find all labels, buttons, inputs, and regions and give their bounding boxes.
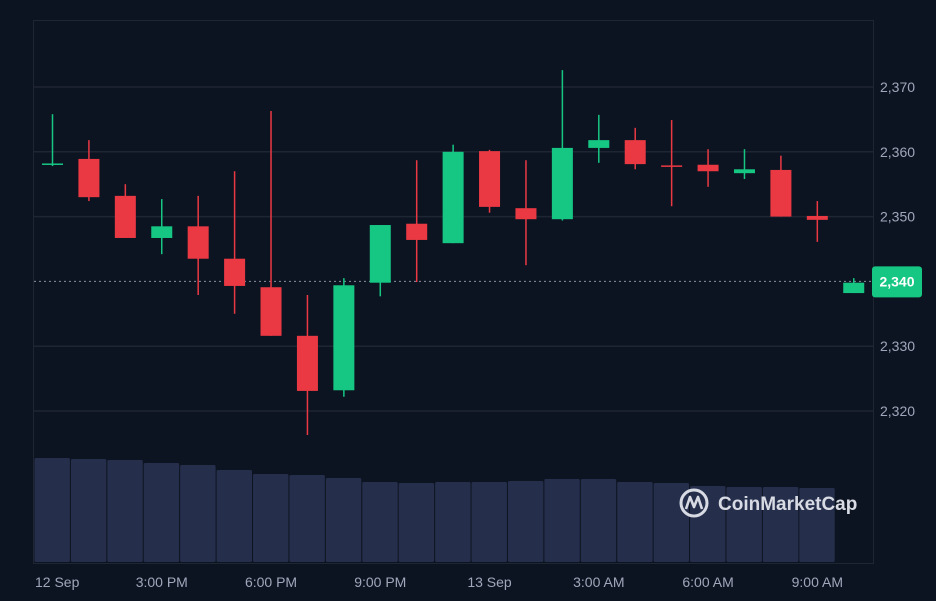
candle-down	[806, 201, 828, 242]
candle-down	[296, 295, 318, 435]
volume-bar	[325, 478, 362, 562]
x-tick-label: 3:00 PM	[136, 574, 188, 590]
current-price-badge: 2,340	[872, 266, 922, 298]
candle-down	[624, 127, 646, 170]
candle-down	[406, 160, 428, 283]
candle-body	[551, 147, 573, 220]
candle-body	[770, 169, 792, 217]
watermark-text: CoinMarketCap	[718, 494, 857, 515]
coinmarketcap-logo-icon	[679, 488, 709, 518]
candle-body	[260, 287, 282, 336]
candle-body	[442, 151, 464, 244]
candle-down	[78, 140, 100, 202]
candle-down	[697, 149, 719, 187]
y-tick-label: 2,360	[880, 144, 915, 160]
candle-down	[224, 171, 246, 314]
candle-up	[42, 114, 63, 167]
candle-down	[770, 155, 792, 217]
candle-body	[515, 208, 537, 220]
candle-body	[479, 151, 501, 207]
x-tick-label: 12 Sep	[35, 574, 80, 590]
candle-body	[624, 140, 646, 165]
candle-down	[515, 160, 537, 266]
volume-bar	[34, 458, 70, 562]
volume-bar	[70, 459, 107, 562]
candle-body	[697, 164, 719, 172]
candles	[42, 70, 865, 435]
y-tick-label: 2,330	[880, 338, 915, 354]
x-tick-label: 13 Sep	[467, 574, 512, 590]
candle-down	[479, 149, 501, 213]
candle-body	[806, 215, 828, 220]
x-tick-label: 9:00 AM	[792, 574, 843, 590]
volume-bar	[507, 481, 544, 562]
x-tick-label: 9:00 PM	[354, 574, 406, 590]
candle-up	[551, 70, 573, 221]
candle-up	[369, 225, 391, 297]
volume-bar	[726, 487, 762, 562]
volume-bar	[617, 482, 653, 562]
volume-bar	[435, 482, 471, 562]
candle-up	[843, 278, 865, 294]
candle-body	[151, 226, 173, 238]
candle-up	[151, 199, 173, 255]
volume-bar	[107, 460, 143, 562]
volume-bar	[398, 483, 435, 562]
x-tick-label: 3:00 AM	[573, 574, 624, 590]
candle-body	[333, 285, 355, 391]
candle-down	[187, 195, 209, 296]
volume-bar	[253, 474, 289, 562]
y-axis: 2,320 2,330 2,350 2,360 2,370	[880, 79, 915, 419]
candle-body	[588, 140, 610, 148]
candle-up	[733, 149, 755, 180]
candle-down	[661, 120, 683, 207]
coinmarketcap-watermark: CoinMarketCap	[679, 488, 857, 518]
candle-up	[333, 278, 355, 397]
candle-up	[588, 114, 610, 163]
volume-bar	[180, 465, 216, 562]
candle-body	[406, 223, 428, 240]
volume-bar	[690, 486, 726, 562]
candle-body	[78, 158, 100, 198]
candle-down	[114, 184, 136, 238]
volume-bar	[799, 488, 835, 562]
x-tick-label: 6:00 AM	[682, 574, 733, 590]
volume-bars	[34, 458, 835, 562]
volume-bar	[143, 463, 180, 562]
candle-body	[42, 163, 63, 165]
volume-bar	[289, 475, 325, 562]
candle-body	[843, 282, 865, 294]
y-tick-label: 2,350	[880, 209, 915, 225]
y-tick-label: 2,370	[880, 79, 915, 95]
candle-body	[296, 335, 318, 391]
volume-bar	[580, 479, 617, 562]
current-price-label: 2,340	[879, 273, 914, 289]
candle-body	[224, 258, 246, 286]
x-axis: 12 Sep 3:00 PM 6:00 PM 9:00 PM 13 Sep 3:00 AM…	[35, 574, 843, 590]
candle-up	[442, 144, 464, 244]
candle-body	[114, 195, 136, 238]
volume-bar	[544, 479, 580, 562]
plot-frame	[33, 20, 874, 564]
y-tick-label: 2,320	[880, 403, 915, 419]
volume-bar	[362, 482, 398, 562]
candle-body	[369, 225, 391, 283]
volume-bar	[762, 487, 799, 562]
candle-body	[187, 226, 209, 259]
x-tick-label: 6:00 PM	[245, 574, 297, 590]
candle-down	[260, 110, 282, 336]
candle-body	[733, 169, 755, 174]
volume-bar	[471, 482, 507, 562]
candle-body	[661, 165, 683, 167]
volume-bar	[216, 470, 252, 562]
